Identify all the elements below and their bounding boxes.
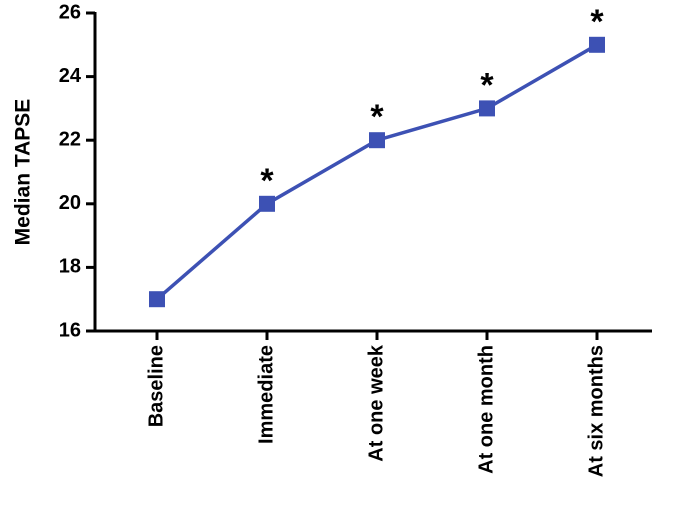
marker bbox=[149, 291, 165, 308]
y-tick-label: 22 bbox=[59, 128, 81, 150]
y-tick-label: 26 bbox=[59, 1, 81, 23]
significance-label: * bbox=[590, 3, 604, 41]
marker bbox=[259, 195, 275, 212]
y-axis-label: Median TAPSE bbox=[12, 99, 35, 246]
y-tick-label: 20 bbox=[59, 192, 81, 214]
significance-label: * bbox=[480, 66, 494, 104]
significance-label: * bbox=[370, 98, 384, 136]
x-tick-label: At one week bbox=[365, 344, 387, 462]
x-tick-label: At six months bbox=[585, 345, 607, 477]
x-tick-label: Baseline bbox=[145, 345, 167, 427]
significance-label: * bbox=[260, 162, 274, 200]
y-tick-label: 16 bbox=[59, 319, 81, 341]
series-line bbox=[155, 43, 598, 301]
y-tick-label: 24 bbox=[59, 65, 82, 87]
x-tick-label: At one month bbox=[475, 345, 497, 474]
y-tick-label: 18 bbox=[59, 256, 81, 278]
marker bbox=[369, 132, 385, 149]
x-tick-label: Immediate bbox=[255, 345, 277, 444]
marker bbox=[589, 36, 605, 53]
marker bbox=[479, 100, 495, 117]
